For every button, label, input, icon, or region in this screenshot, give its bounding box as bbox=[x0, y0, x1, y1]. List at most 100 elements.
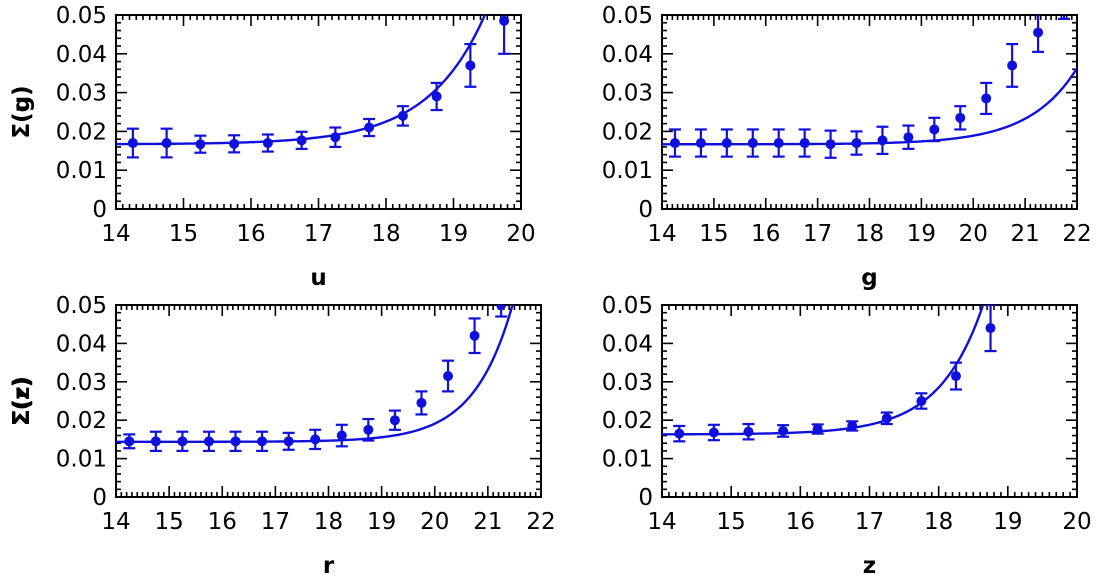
data-point bbox=[984, 305, 997, 353]
data-point bbox=[707, 423, 720, 442]
fit-curve bbox=[116, 305, 514, 444]
data-point bbox=[176, 430, 189, 453]
marker bbox=[443, 371, 454, 382]
x-tick-label: 17 bbox=[261, 509, 290, 535]
data-point bbox=[362, 417, 375, 442]
data-point bbox=[261, 133, 274, 153]
y-tick-label: 0.04 bbox=[56, 42, 107, 68]
marker bbox=[330, 132, 341, 143]
y-tick-label: 0 bbox=[92, 197, 107, 223]
y-tick-label: 0.03 bbox=[602, 81, 653, 107]
y-tick-label: 0.02 bbox=[56, 119, 107, 145]
panel-u: 14 15 16 17 18 19 20 0 0.01 0.02 0.03 0.04 0.05 u Σ(u) bbox=[9, 3, 536, 291]
marker bbox=[778, 425, 789, 436]
marker bbox=[674, 428, 685, 439]
data-layer bbox=[116, 15, 511, 159]
data-point bbox=[468, 317, 481, 355]
marker bbox=[916, 396, 927, 406]
data-layer bbox=[662, 305, 997, 443]
x-tick-label: 21 bbox=[1010, 221, 1039, 247]
y-tick-label: 0.05 bbox=[602, 3, 653, 29]
data-point bbox=[363, 117, 376, 138]
marker bbox=[669, 138, 680, 149]
data-point bbox=[1006, 42, 1019, 88]
marker bbox=[1007, 60, 1018, 71]
y-tick-label: 0.05 bbox=[56, 293, 107, 319]
data-point bbox=[442, 359, 455, 393]
data-point bbox=[228, 134, 241, 154]
x-tick-label: 22 bbox=[1062, 221, 1091, 247]
x-tick-label: 15 bbox=[154, 509, 183, 535]
x-tick-label: 21 bbox=[473, 509, 502, 535]
marker bbox=[799, 138, 810, 149]
x-tick-label: 17 bbox=[803, 221, 832, 247]
marker bbox=[364, 122, 375, 133]
data-point bbox=[694, 128, 707, 158]
data-point bbox=[229, 430, 242, 453]
marker bbox=[981, 93, 992, 104]
marker bbox=[150, 436, 161, 447]
data-point bbox=[256, 430, 269, 453]
data-point bbox=[928, 116, 941, 143]
x-axis-title: g bbox=[861, 265, 877, 291]
marker bbox=[363, 424, 374, 435]
marker bbox=[177, 436, 188, 447]
y-tick-label: 0.01 bbox=[56, 447, 107, 473]
y-tick-label: 0 bbox=[92, 485, 107, 511]
marker bbox=[695, 138, 706, 149]
data-point bbox=[949, 361, 962, 391]
data-point bbox=[295, 130, 308, 150]
y-tick-label: 0.05 bbox=[602, 293, 653, 319]
x-tick-label: 19 bbox=[993, 509, 1022, 535]
data-point bbox=[335, 423, 348, 448]
data-point bbox=[902, 124, 915, 150]
x-tick-label: 18 bbox=[314, 509, 343, 535]
data-point bbox=[309, 428, 322, 451]
marker bbox=[1033, 27, 1044, 38]
fit-curve bbox=[662, 305, 985, 436]
data-point bbox=[430, 81, 443, 112]
marker bbox=[881, 413, 892, 424]
marker bbox=[336, 430, 347, 441]
x-tick-label: 19 bbox=[439, 221, 468, 247]
x-tick-label: 17 bbox=[855, 509, 884, 535]
panel-r: 14 15 16 17 18 19 20 21 22 0 0.01 0.02 0.03 0.04 0.05 r… bbox=[9, 293, 556, 579]
data-point bbox=[846, 420, 859, 432]
x-tick-label: 16 bbox=[236, 221, 265, 247]
x-tick-label: 14 bbox=[647, 221, 676, 247]
data-point bbox=[149, 430, 162, 453]
y-tick-label: 0 bbox=[638, 485, 653, 511]
x-tick-label: 15 bbox=[699, 221, 728, 247]
y-tick-label: 0.03 bbox=[56, 81, 107, 107]
marker bbox=[812, 424, 823, 435]
marker bbox=[985, 323, 996, 334]
data-point bbox=[126, 127, 139, 159]
marker bbox=[262, 138, 273, 149]
x-axis-title: z bbox=[863, 553, 876, 579]
x-tick-label: 20 bbox=[420, 509, 449, 535]
marker bbox=[877, 135, 888, 146]
marker bbox=[499, 15, 510, 26]
x-tick-label: 15 bbox=[169, 221, 198, 247]
data-point bbox=[668, 128, 681, 158]
data-point bbox=[464, 42, 477, 88]
x-tick-label: 16 bbox=[786, 509, 815, 535]
marker bbox=[929, 124, 940, 135]
y-axis-title: Σ(r) bbox=[9, 377, 35, 425]
marker bbox=[296, 135, 307, 146]
panel-g: 14 15 16 17 18 19 20 21 22 0 0.01 0.02 0.03 0.04 0.05 g… bbox=[9, 3, 1092, 291]
y-tick-label: 0.01 bbox=[602, 447, 653, 473]
data-point bbox=[160, 127, 173, 159]
marker bbox=[127, 138, 138, 149]
data-layer bbox=[116, 305, 514, 453]
fit-curve bbox=[116, 15, 487, 146]
marker bbox=[847, 420, 858, 431]
y-axis-title: Σ(u) bbox=[9, 85, 35, 138]
data-point bbox=[824, 129, 837, 159]
marker bbox=[773, 138, 784, 149]
y-tick-label: 0.02 bbox=[56, 408, 107, 434]
data-point bbox=[811, 423, 824, 435]
x-tick-label: 19 bbox=[367, 509, 396, 535]
marker bbox=[229, 138, 240, 149]
